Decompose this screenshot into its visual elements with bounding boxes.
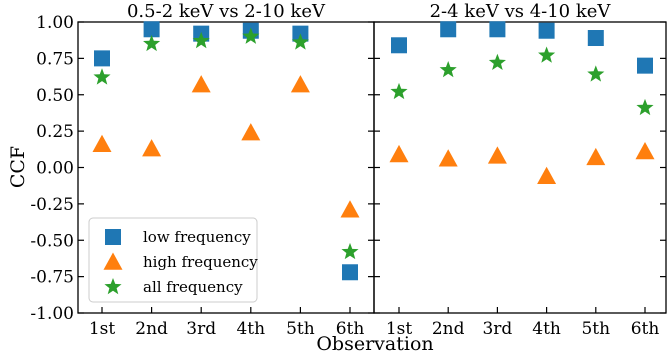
data-point-low-frequency xyxy=(391,37,407,54)
panel-right: 2-4 keV vs 4-10 keV 1st 2nd 3rd 4th 5th 6th xyxy=(373,1,667,339)
data-point-all-frequency xyxy=(636,98,654,116)
data-point-low-frequency xyxy=(637,57,653,74)
data-point-low-frequency xyxy=(342,264,358,281)
x-tick-label: 2nd xyxy=(135,319,168,339)
legend-box xyxy=(88,217,258,303)
panel-right-xticks: 1st 2nd 3rd 4th 5th 6th xyxy=(386,307,660,339)
x-tick-label: 6th xyxy=(631,319,660,339)
y-tick-label: -0.25 xyxy=(30,195,74,215)
y-tick-label: 0.50 xyxy=(36,86,74,106)
data-point-high-frequency xyxy=(389,144,409,163)
panel-right-title: 2-4 keV vs 4-10 keV xyxy=(430,1,612,22)
y-axis-title: CCF xyxy=(7,146,29,188)
legend-label: high frequency xyxy=(143,253,258,271)
data-point-all-frequency xyxy=(341,242,359,260)
x-tick-label: 5th xyxy=(581,319,610,339)
data-point-all-frequency xyxy=(291,33,309,50)
x-tick-label: 6th xyxy=(336,319,365,339)
data-point-low-frequency xyxy=(94,50,110,67)
x-tick-label: 1st xyxy=(89,319,116,339)
x-tick-label: 4th xyxy=(532,319,561,339)
data-point-low-frequency xyxy=(440,21,457,38)
panel-left-yticks: 1.00 0.75 0.50 0.25 0.00 -0.25 -0.50 -0.75 -1.00 xyxy=(30,13,74,324)
x-tick-label: 3rd xyxy=(482,319,512,339)
legend-marker-all-frequency xyxy=(104,278,122,295)
data-point-high-frequency xyxy=(92,134,112,153)
y-tick-label: 1.00 xyxy=(36,13,74,33)
data-point-low-frequency xyxy=(143,21,160,38)
data-point-all-frequency xyxy=(143,34,161,52)
data-point-high-frequency xyxy=(537,166,557,185)
data-point-high-frequency xyxy=(142,139,162,157)
panel-right-marks xyxy=(374,21,666,314)
data-point-high-frequency xyxy=(635,141,655,160)
panel-left: 0.5-2 keV vs 2-10 keV 1st 2nd 3rd 4th 5th 6th… xyxy=(30,1,375,339)
x-tick-label: 5th xyxy=(286,319,315,339)
data-point-low-frequency xyxy=(489,21,506,38)
x-tick-label: 1st xyxy=(386,319,413,339)
data-point-all-frequency xyxy=(192,31,210,49)
y-tick-label: 0.00 xyxy=(36,159,74,179)
legend: low frequency high frequency all frequency xyxy=(88,217,258,303)
legend-label: low frequency xyxy=(143,228,251,246)
x-axis-title: Observation xyxy=(316,333,433,355)
data-point-all-frequency xyxy=(93,68,111,85)
y-tick-label: 0.25 xyxy=(36,122,74,142)
data-point-high-frequency xyxy=(438,149,458,167)
y-tick-label: -0.50 xyxy=(30,231,74,251)
data-point-all-frequency xyxy=(538,46,556,63)
x-tick-label: 4th xyxy=(236,319,265,339)
data-point-all-frequency xyxy=(488,53,506,71)
data-point-high-frequency xyxy=(340,200,360,218)
panel-right-frame xyxy=(373,21,667,314)
panel-left-xticks: 1st 2nd 3rd 4th 5th 6th xyxy=(89,307,365,339)
data-point-high-frequency xyxy=(241,123,261,141)
data-point-all-frequency xyxy=(439,61,457,78)
panel-left-marks xyxy=(78,21,374,314)
legend-label: all frequency xyxy=(143,278,243,296)
data-point-high-frequency xyxy=(191,75,211,93)
data-point-low-frequency xyxy=(587,30,604,47)
x-tick-label: 3rd xyxy=(186,319,216,339)
x-tick-label: 2nd xyxy=(432,319,465,339)
data-point-all-frequency xyxy=(390,82,408,100)
data-point-low-frequency xyxy=(538,22,555,39)
panel-left-title: 0.5-2 keV vs 2-10 keV xyxy=(127,1,326,22)
data-point-all-frequency xyxy=(242,27,260,44)
data-point-high-frequency xyxy=(586,147,606,166)
legend-marker-low-frequency xyxy=(105,229,121,245)
y-tick-label: -1.00 xyxy=(30,304,74,324)
data-point-high-frequency xyxy=(487,146,507,164)
data-point-all-frequency xyxy=(587,65,605,82)
y-tick-label: -0.75 xyxy=(30,268,74,288)
legend-marker-high-frequency xyxy=(103,252,123,270)
y-tick-label: 0.75 xyxy=(36,49,74,69)
data-point-high-frequency xyxy=(290,75,310,93)
